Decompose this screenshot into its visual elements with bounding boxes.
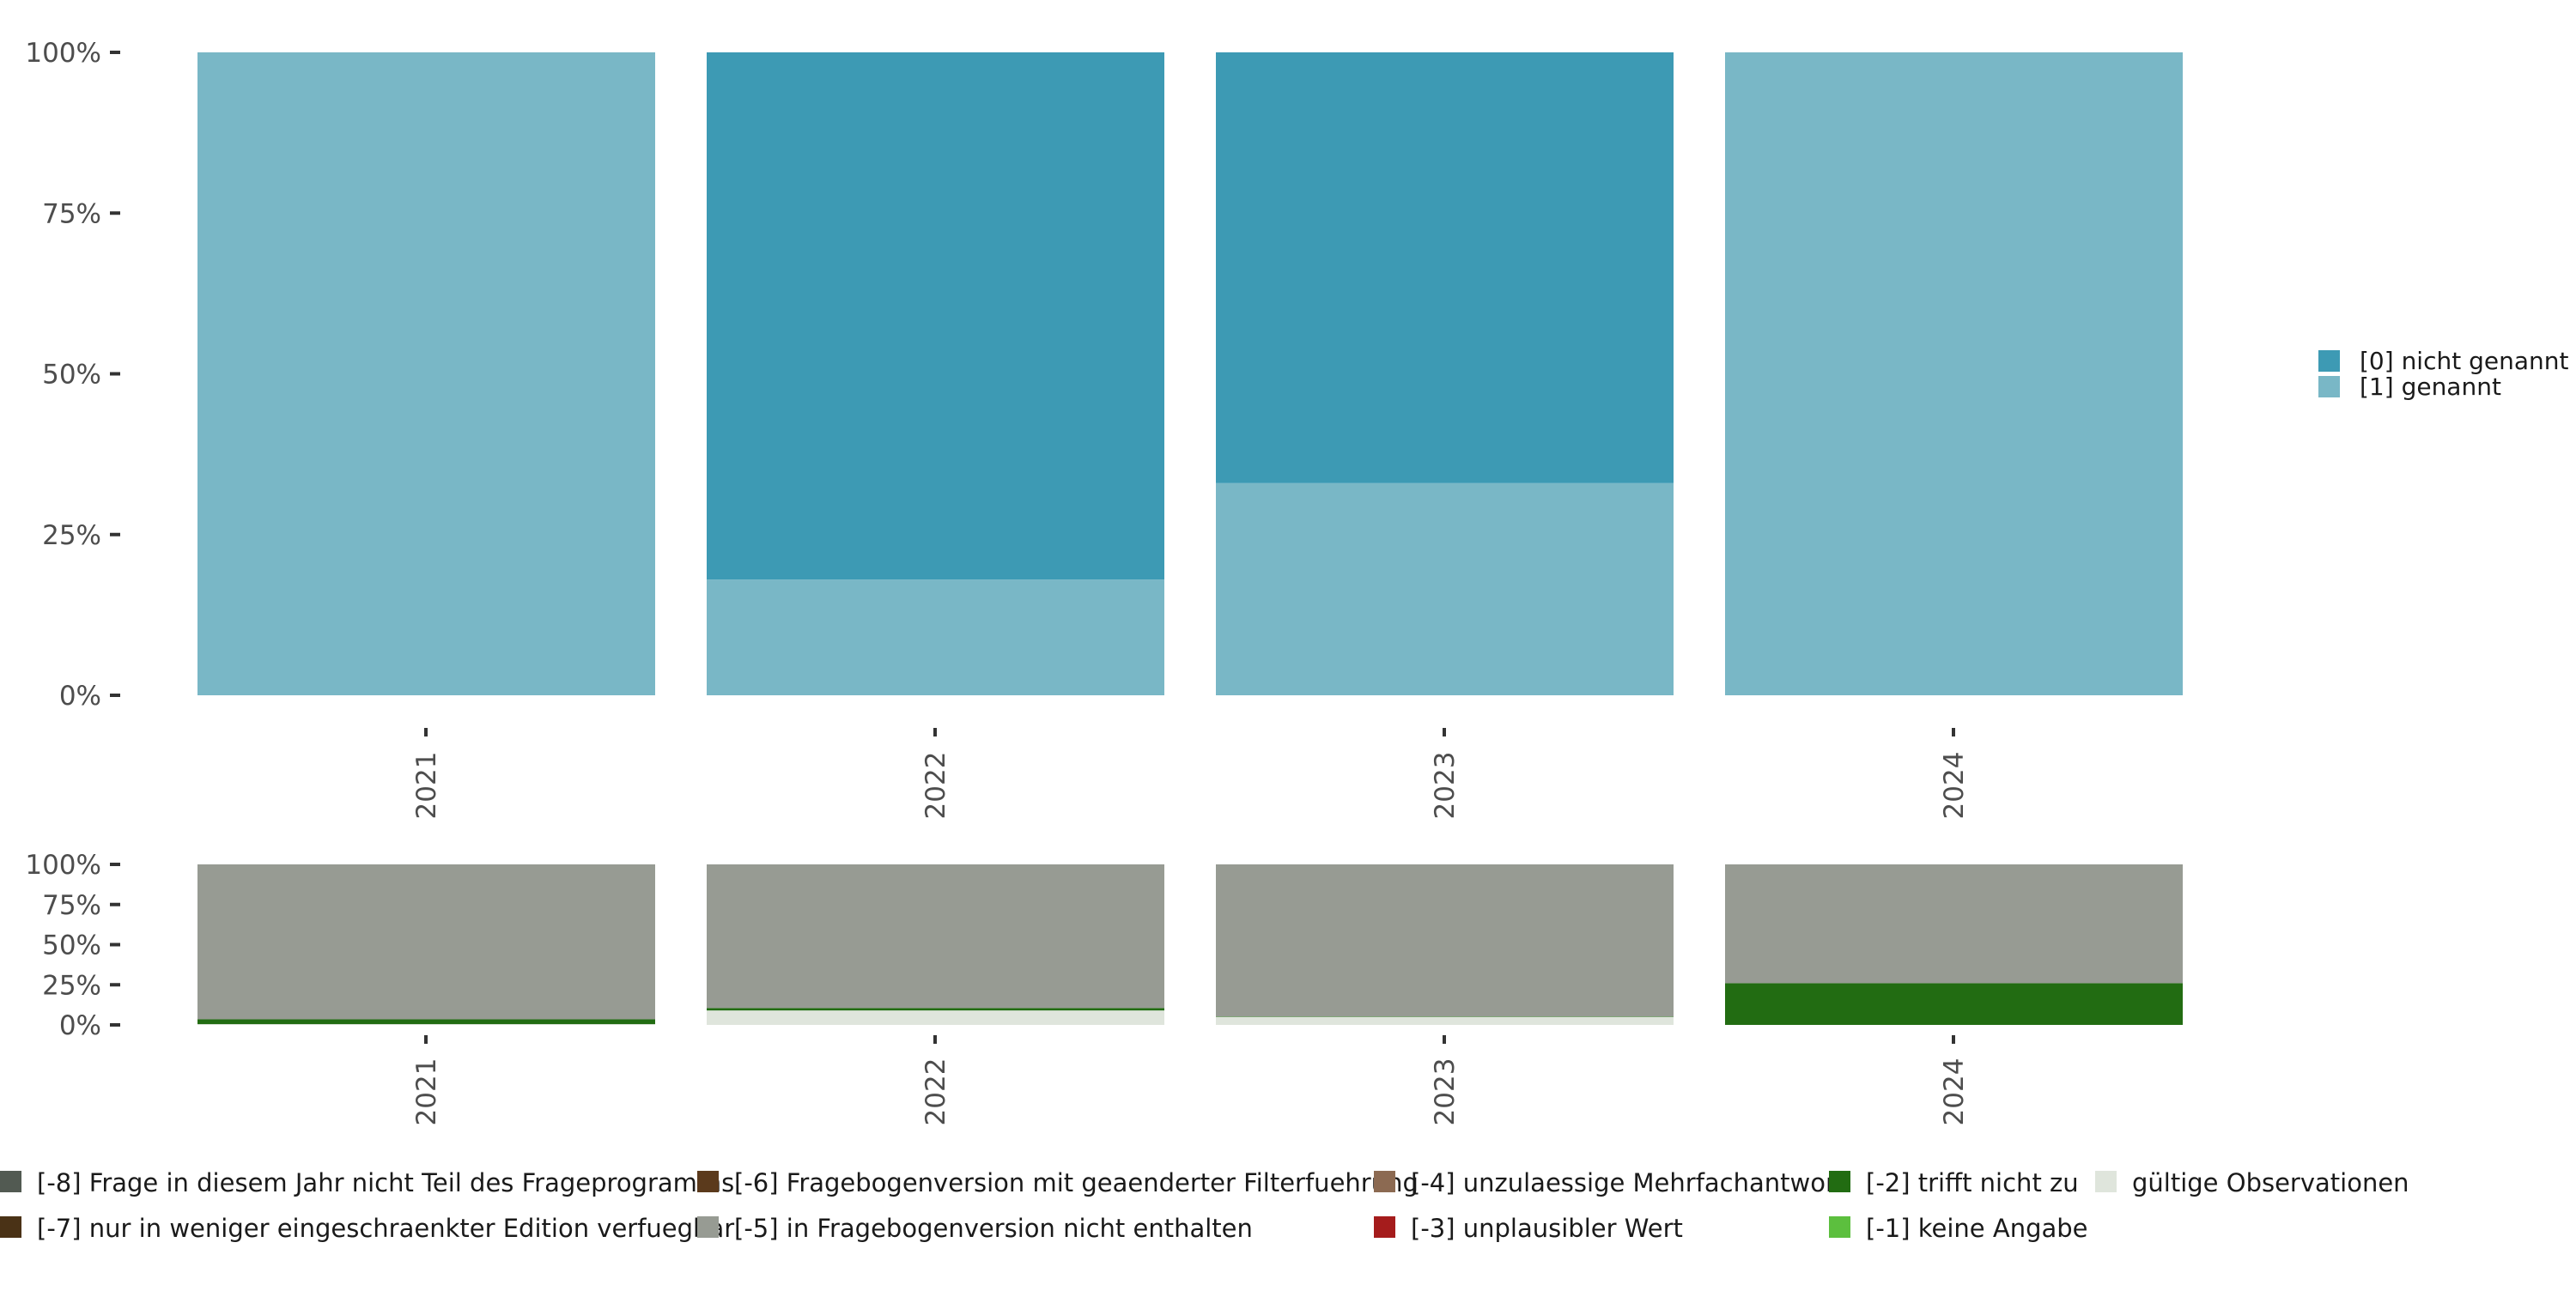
bottom-bar-segment: [197, 1024, 655, 1025]
bottom-bar-segment: [707, 864, 1164, 1009]
bottom-legend-label: [-6] Fragebogenversion mit geaenderter F…: [734, 1168, 1419, 1197]
top-legend: [0] nicht genannt[1] genannt: [2318, 347, 2569, 401]
top-panel: 0% 25% 50% 75% 100% 2021 2022 2023 2024: [25, 38, 2183, 819]
top-x-tick-label: 2024: [1939, 752, 1970, 820]
bottom-legend-swatch: [0, 1216, 21, 1238]
bottom-x-tick-label: 2022: [920, 1058, 951, 1126]
top-x-tick-label: 2023: [1430, 752, 1461, 820]
top-bar-segment: [1216, 52, 1674, 483]
bottom-legend-swatch: [2095, 1171, 2117, 1192]
bottom-legend-swatch: [697, 1171, 719, 1192]
bottom-y-tick-label: 75%: [42, 890, 101, 921]
bottom-legend: [-8] Frage in diesem Jahr nicht Teil des…: [0, 1168, 2409, 1243]
bottom-legend-swatch: [1374, 1171, 1395, 1192]
bottom-bar-segment: [1216, 1016, 1674, 1017]
bottom-x-tick-label: 2021: [411, 1058, 442, 1126]
legend-label: [0] nicht genannt: [2360, 347, 2569, 375]
legend-swatch: [2318, 350, 2340, 372]
bottom-y-tick-label: 25%: [42, 970, 101, 1001]
top-y-tick-label: 0%: [59, 681, 101, 712]
top-y-tick-label: 100%: [25, 38, 101, 69]
bottom-legend-label: gültige Observationen: [2132, 1168, 2409, 1197]
bottom-legend-label: [-2] trifft nicht zu: [1866, 1168, 2079, 1197]
bottom-legend-label: [-3] unplausibler Wert: [1411, 1214, 1683, 1243]
bottom-bar-segment: [197, 864, 655, 1020]
top-x-tick-label: 2022: [920, 752, 951, 820]
bottom-x-tick-label: 2023: [1430, 1058, 1461, 1126]
bottom-legend-label: [-8] Frage in diesem Jahr nicht Teil des…: [37, 1168, 734, 1197]
bottom-bar-segment: [1216, 864, 1674, 1017]
top-y-tick-label: 75%: [42, 198, 101, 229]
bottom-bar-segment: [707, 1008, 1164, 1011]
bottom-x-tick-label: 2024: [1939, 1058, 1970, 1126]
bottom-y-tick-label: 100%: [25, 850, 101, 881]
bottom-legend-label: [-1] keine Angabe: [1866, 1214, 2088, 1243]
top-bar-segment: [707, 52, 1164, 580]
legend-swatch: [2318, 376, 2340, 397]
top-y-tick-label: 25%: [42, 520, 101, 551]
bottom-bar-segment: [197, 1019, 655, 1025]
top-bar-segment: [1216, 482, 1674, 695]
bottom-bar-segment: [1216, 1016, 1674, 1025]
bottom-y-tick-label: 50%: [42, 930, 101, 961]
bottom-legend-label: [-7] nur in weniger eingeschraenkter Edi…: [37, 1214, 734, 1243]
top-y-tick-label: 50%: [42, 360, 101, 391]
legend-label: [1] genannt: [2360, 373, 2501, 401]
bottom-legend-swatch: [697, 1216, 719, 1238]
bottom-legend-swatch: [1829, 1171, 1850, 1192]
bottom-y-tick-label: 0%: [59, 1010, 101, 1041]
bottom-panel: 0% 25% 50% 75% 100% 2021 2022 2023 2024: [25, 850, 2183, 1125]
bottom-bar-segment: [1725, 864, 2183, 984]
bottom-bar-segment: [1725, 983, 2183, 1025]
top-bar-segment: [707, 579, 1164, 695]
bottom-legend-swatch: [1374, 1216, 1395, 1238]
top-x-tick-label: 2021: [411, 752, 442, 820]
bottom-legend-label: [-4] unzulaessige Mehrfachantwort: [1411, 1168, 1845, 1197]
top-bar-segment: [1725, 52, 2183, 695]
bottom-legend-swatch: [0, 1171, 21, 1192]
bottom-legend-swatch: [1829, 1216, 1850, 1238]
top-bar-segment: [197, 52, 655, 695]
bottom-bar-segment: [707, 1010, 1164, 1025]
bottom-legend-label: [-5] in Fragebogenversion nicht enthalte…: [734, 1214, 1253, 1243]
